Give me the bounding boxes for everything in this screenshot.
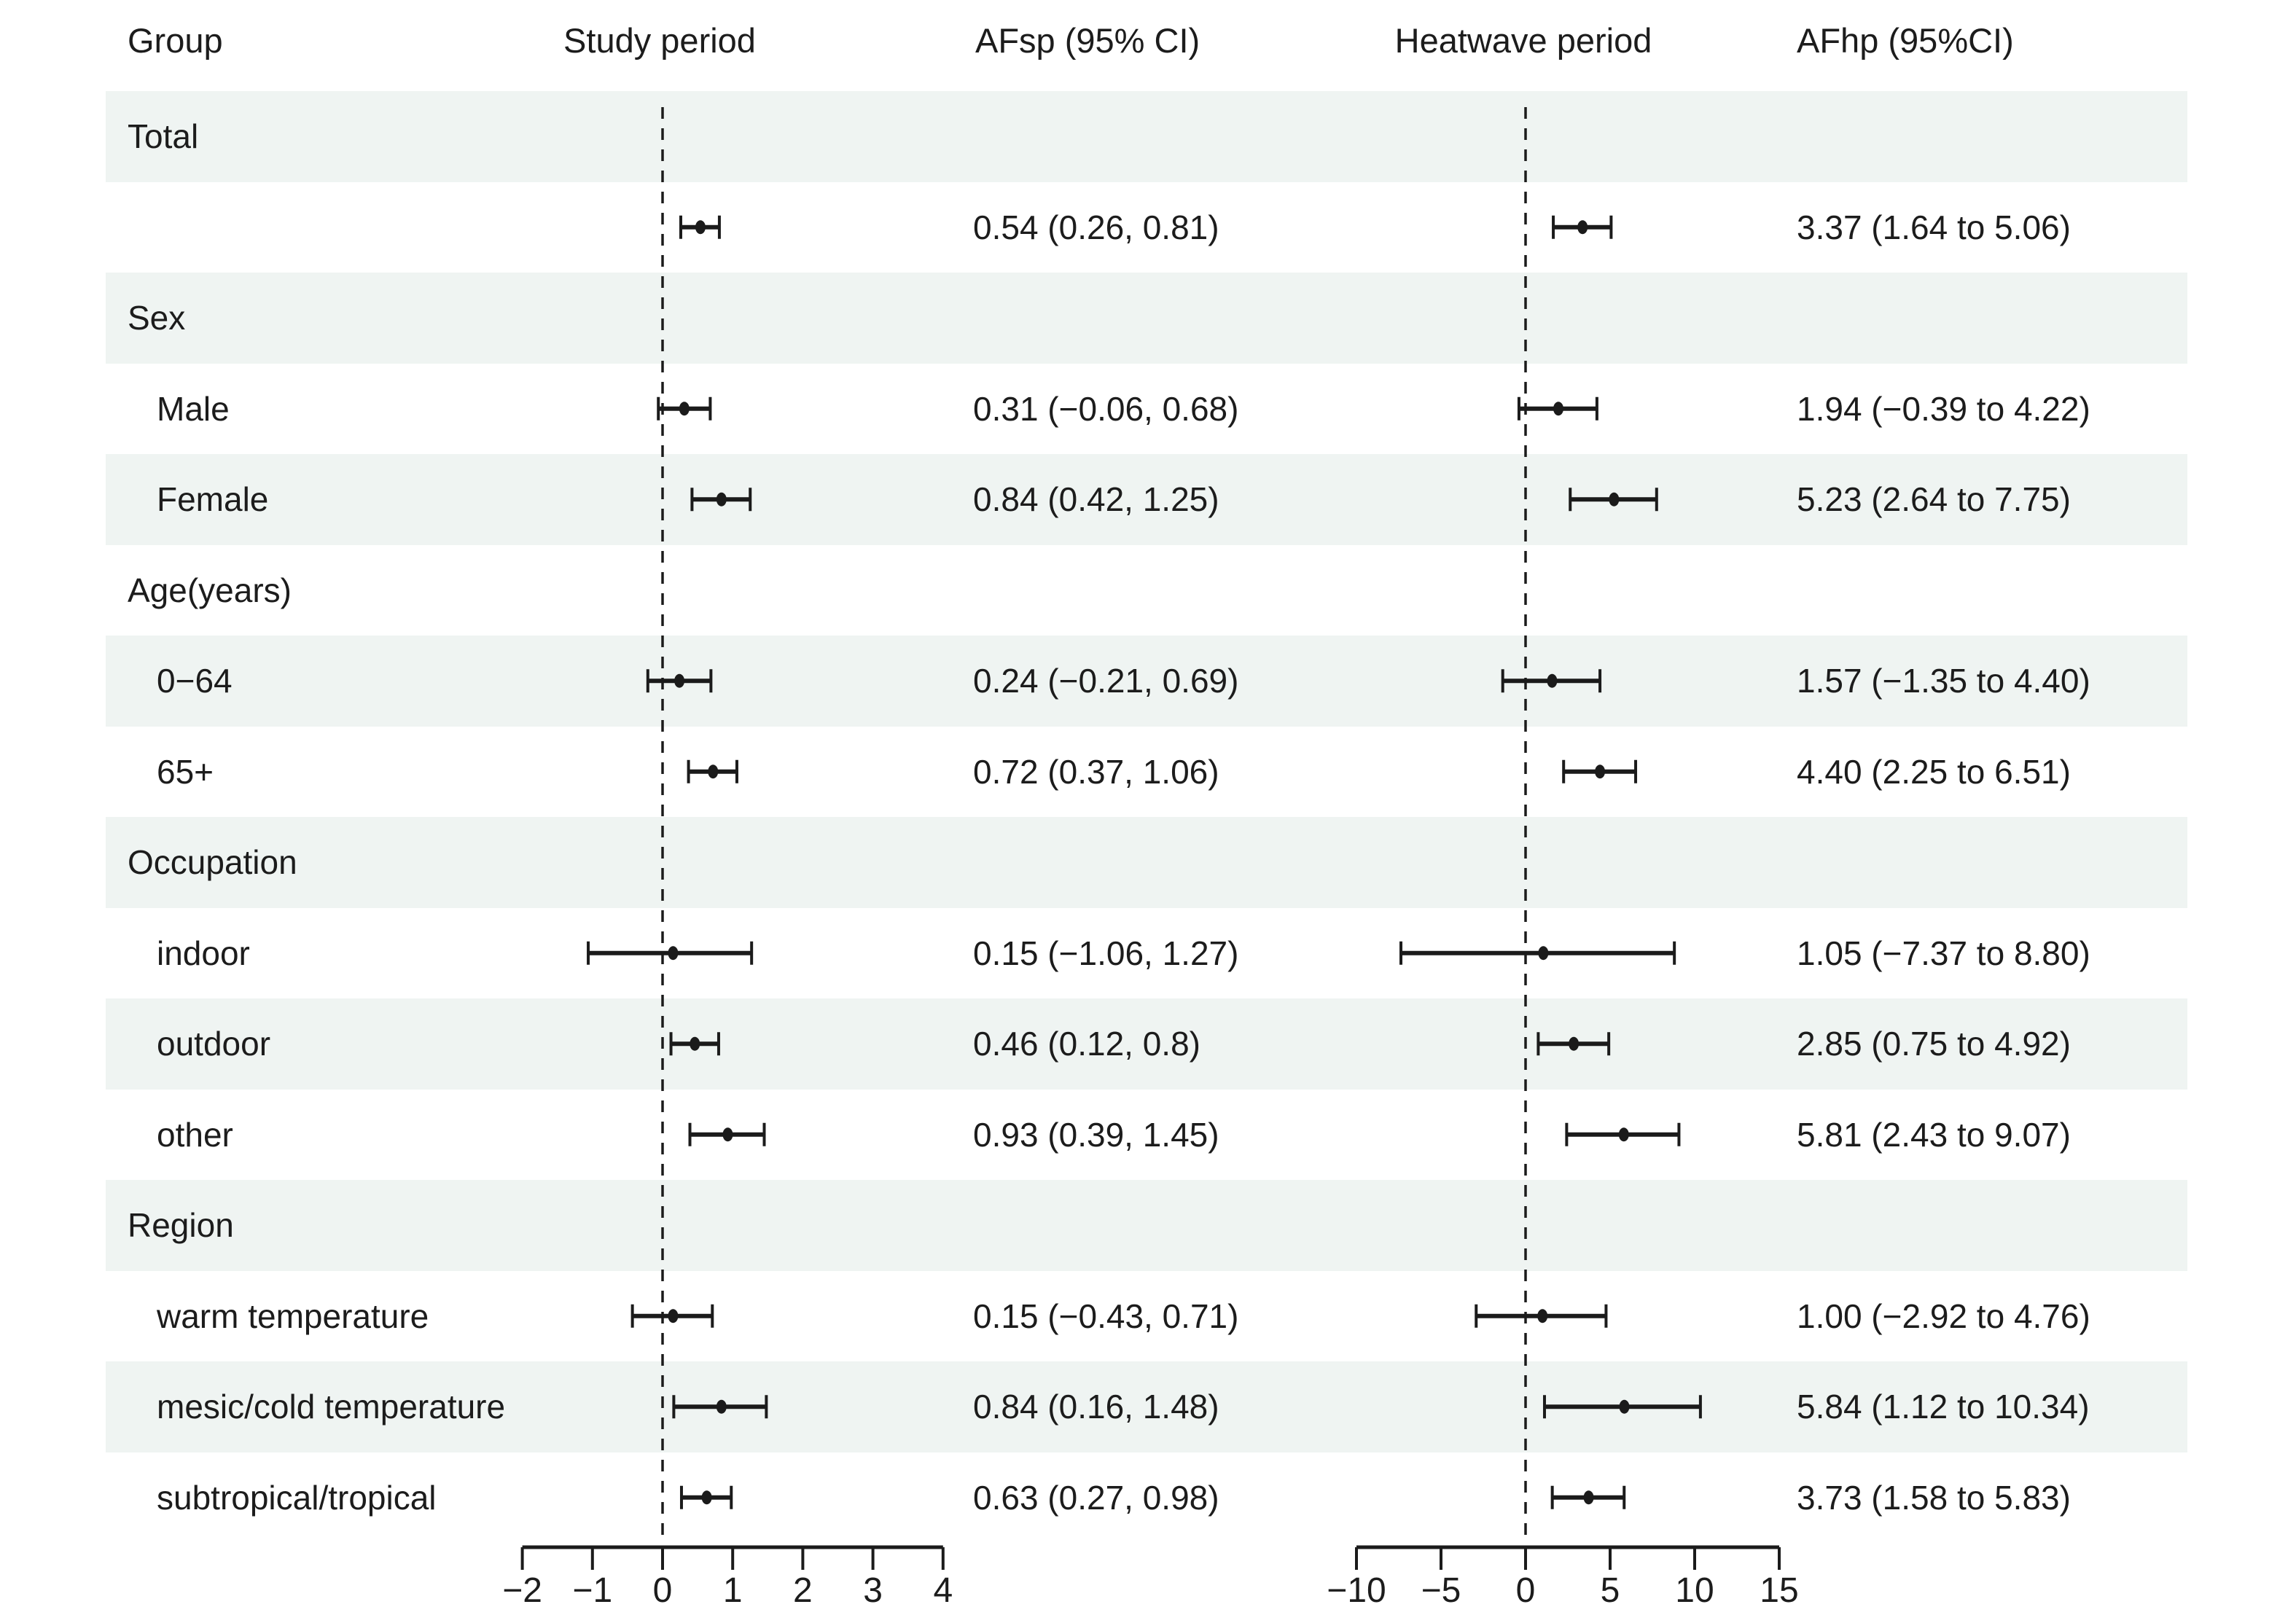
afsp-value: 0.15 (−1.06, 1.27) xyxy=(973,934,1239,972)
afsp-value: 0.84 (0.16, 1.48) xyxy=(973,1388,1219,1426)
afsp-value: 0.84 (0.42, 1.25) xyxy=(973,480,1219,519)
axis-tick-label: 0 xyxy=(1516,1571,1536,1610)
afhp-value: 5.81 (2.43 to 9.07) xyxy=(1797,1115,2071,1154)
column-header-afhp: AFhp (95%CI) xyxy=(1797,21,2014,60)
afhp-value: 4.40 (2.25 to 6.51) xyxy=(1797,752,2071,791)
row-label: Female xyxy=(157,480,269,519)
afhp-value: 5.23 (2.64 to 7.75) xyxy=(1797,480,2071,519)
table-row-other: other 0.93 (0.39, 1.45) 5.81 (2.43 to 9.… xyxy=(106,1090,2187,1181)
afsp-value: 0.72 (0.37, 1.06) xyxy=(973,752,1219,791)
afhp-value: 1.00 (−2.92 to 4.76) xyxy=(1797,1297,2090,1335)
table-row-age-65plus: 65+ 0.72 (0.37, 1.06) 4.40 (2.25 to 6.51… xyxy=(106,727,2187,818)
column-header-study-period: Study period xyxy=(563,21,756,60)
afhp-value: 3.73 (1.58 to 5.83) xyxy=(1797,1478,2071,1517)
table-row-female: Female 0.84 (0.42, 1.25) 5.23 (2.64 to 7… xyxy=(106,454,2187,545)
table-row-warm-temperature: warm temperature 0.15 (−0.43, 0.71) 1.00… xyxy=(106,1271,2187,1362)
row-label: 0−64 xyxy=(157,662,233,700)
row-label: Occupation xyxy=(128,843,297,882)
axis-tick-label: −5 xyxy=(1421,1571,1461,1610)
row-label: Age(years) xyxy=(128,571,292,609)
axis-tick-label: −2 xyxy=(502,1571,542,1610)
axis-tick-label: −1 xyxy=(572,1571,612,1610)
row-label: Male xyxy=(157,389,230,428)
axis-tick-label: 3 xyxy=(863,1571,883,1610)
row-label: indoor xyxy=(157,934,250,972)
column-header-heatwave-period: Heatwave period xyxy=(1394,21,1652,60)
table-row-male: Male 0.31 (−0.06, 0.68) 1.94 (−0.39 to 4… xyxy=(106,364,2187,455)
table-row-occupation-header: Occupation xyxy=(106,817,2187,908)
table-row-subtropical-tropical: subtropical/tropical 0.63 (0.27, 0.98) 3… xyxy=(106,1452,2187,1544)
afhp-value: 1.57 (−1.35 to 4.40) xyxy=(1797,662,2090,700)
axis-tick-label: 1 xyxy=(723,1571,743,1610)
table-row-age-0-64: 0−64 0.24 (−0.21, 0.69) 1.57 (−1.35 to 4… xyxy=(106,636,2187,727)
table-row-sex-header: Sex xyxy=(106,273,2187,364)
afhp-value: 1.05 (−7.37 to 8.80) xyxy=(1797,934,2090,972)
row-label: 65+ xyxy=(157,752,214,791)
table-row-age-header: Age(years) xyxy=(106,545,2187,636)
row-label: outdoor xyxy=(157,1025,271,1063)
row-label: Region xyxy=(128,1206,234,1245)
afsp-value: 0.93 (0.39, 1.45) xyxy=(973,1115,1219,1154)
axis-tick-label: 10 xyxy=(1675,1571,1714,1610)
row-label: warm temperature xyxy=(157,1297,429,1335)
table-row-total-header: Total xyxy=(106,91,2187,182)
axis-tick-label: −10 xyxy=(1327,1571,1386,1610)
afsp-value: 0.63 (0.27, 0.98) xyxy=(973,1478,1219,1517)
table-row-mesic-cold-temperature: mesic/cold temperature 0.84 (0.16, 1.48)… xyxy=(106,1361,2187,1452)
row-label: other xyxy=(157,1115,233,1154)
afhp-value: 1.94 (−0.39 to 4.22) xyxy=(1797,389,2090,428)
afsp-value: 0.46 (0.12, 0.8) xyxy=(973,1025,1200,1063)
afhp-value: 3.37 (1.64 to 5.06) xyxy=(1797,208,2071,246)
row-label: Sex xyxy=(128,299,186,337)
afsp-value: 0.24 (−0.21, 0.69) xyxy=(973,662,1239,700)
axis-tick-label: 2 xyxy=(793,1571,813,1610)
table-row-indoor: indoor 0.15 (−1.06, 1.27) 1.05 (−7.37 to… xyxy=(106,908,2187,999)
table-row-total-estimate: 0.54 (0.26, 0.81) 3.37 (1.64 to 5.06) xyxy=(106,182,2187,273)
row-label: mesic/cold temperature xyxy=(157,1388,506,1426)
column-header-afsp: AFsp (95% CI) xyxy=(975,21,1200,60)
axis-tick-label: 5 xyxy=(1601,1571,1620,1610)
row-label: Total xyxy=(128,117,199,156)
axis-tick-label: 15 xyxy=(1760,1571,1798,1610)
axis-tick-label: 0 xyxy=(653,1571,673,1610)
afhp-value: 2.85 (0.75 to 4.92) xyxy=(1797,1025,2071,1063)
table-row-outdoor: outdoor 0.46 (0.12, 0.8) 2.85 (0.75 to 4… xyxy=(106,998,2187,1090)
column-header-group: Group xyxy=(128,21,223,60)
row-label: subtropical/tropical xyxy=(157,1478,437,1517)
afhp-value: 5.84 (1.12 to 10.34) xyxy=(1797,1388,2090,1426)
afsp-value: 0.31 (−0.06, 0.68) xyxy=(973,389,1239,428)
axis-tick-label: 4 xyxy=(933,1571,953,1610)
table-row-region-header: Region xyxy=(106,1180,2187,1271)
afsp-value: 0.54 (0.26, 0.81) xyxy=(973,208,1219,246)
afsp-value: 0.15 (−0.43, 0.71) xyxy=(973,1297,1239,1335)
